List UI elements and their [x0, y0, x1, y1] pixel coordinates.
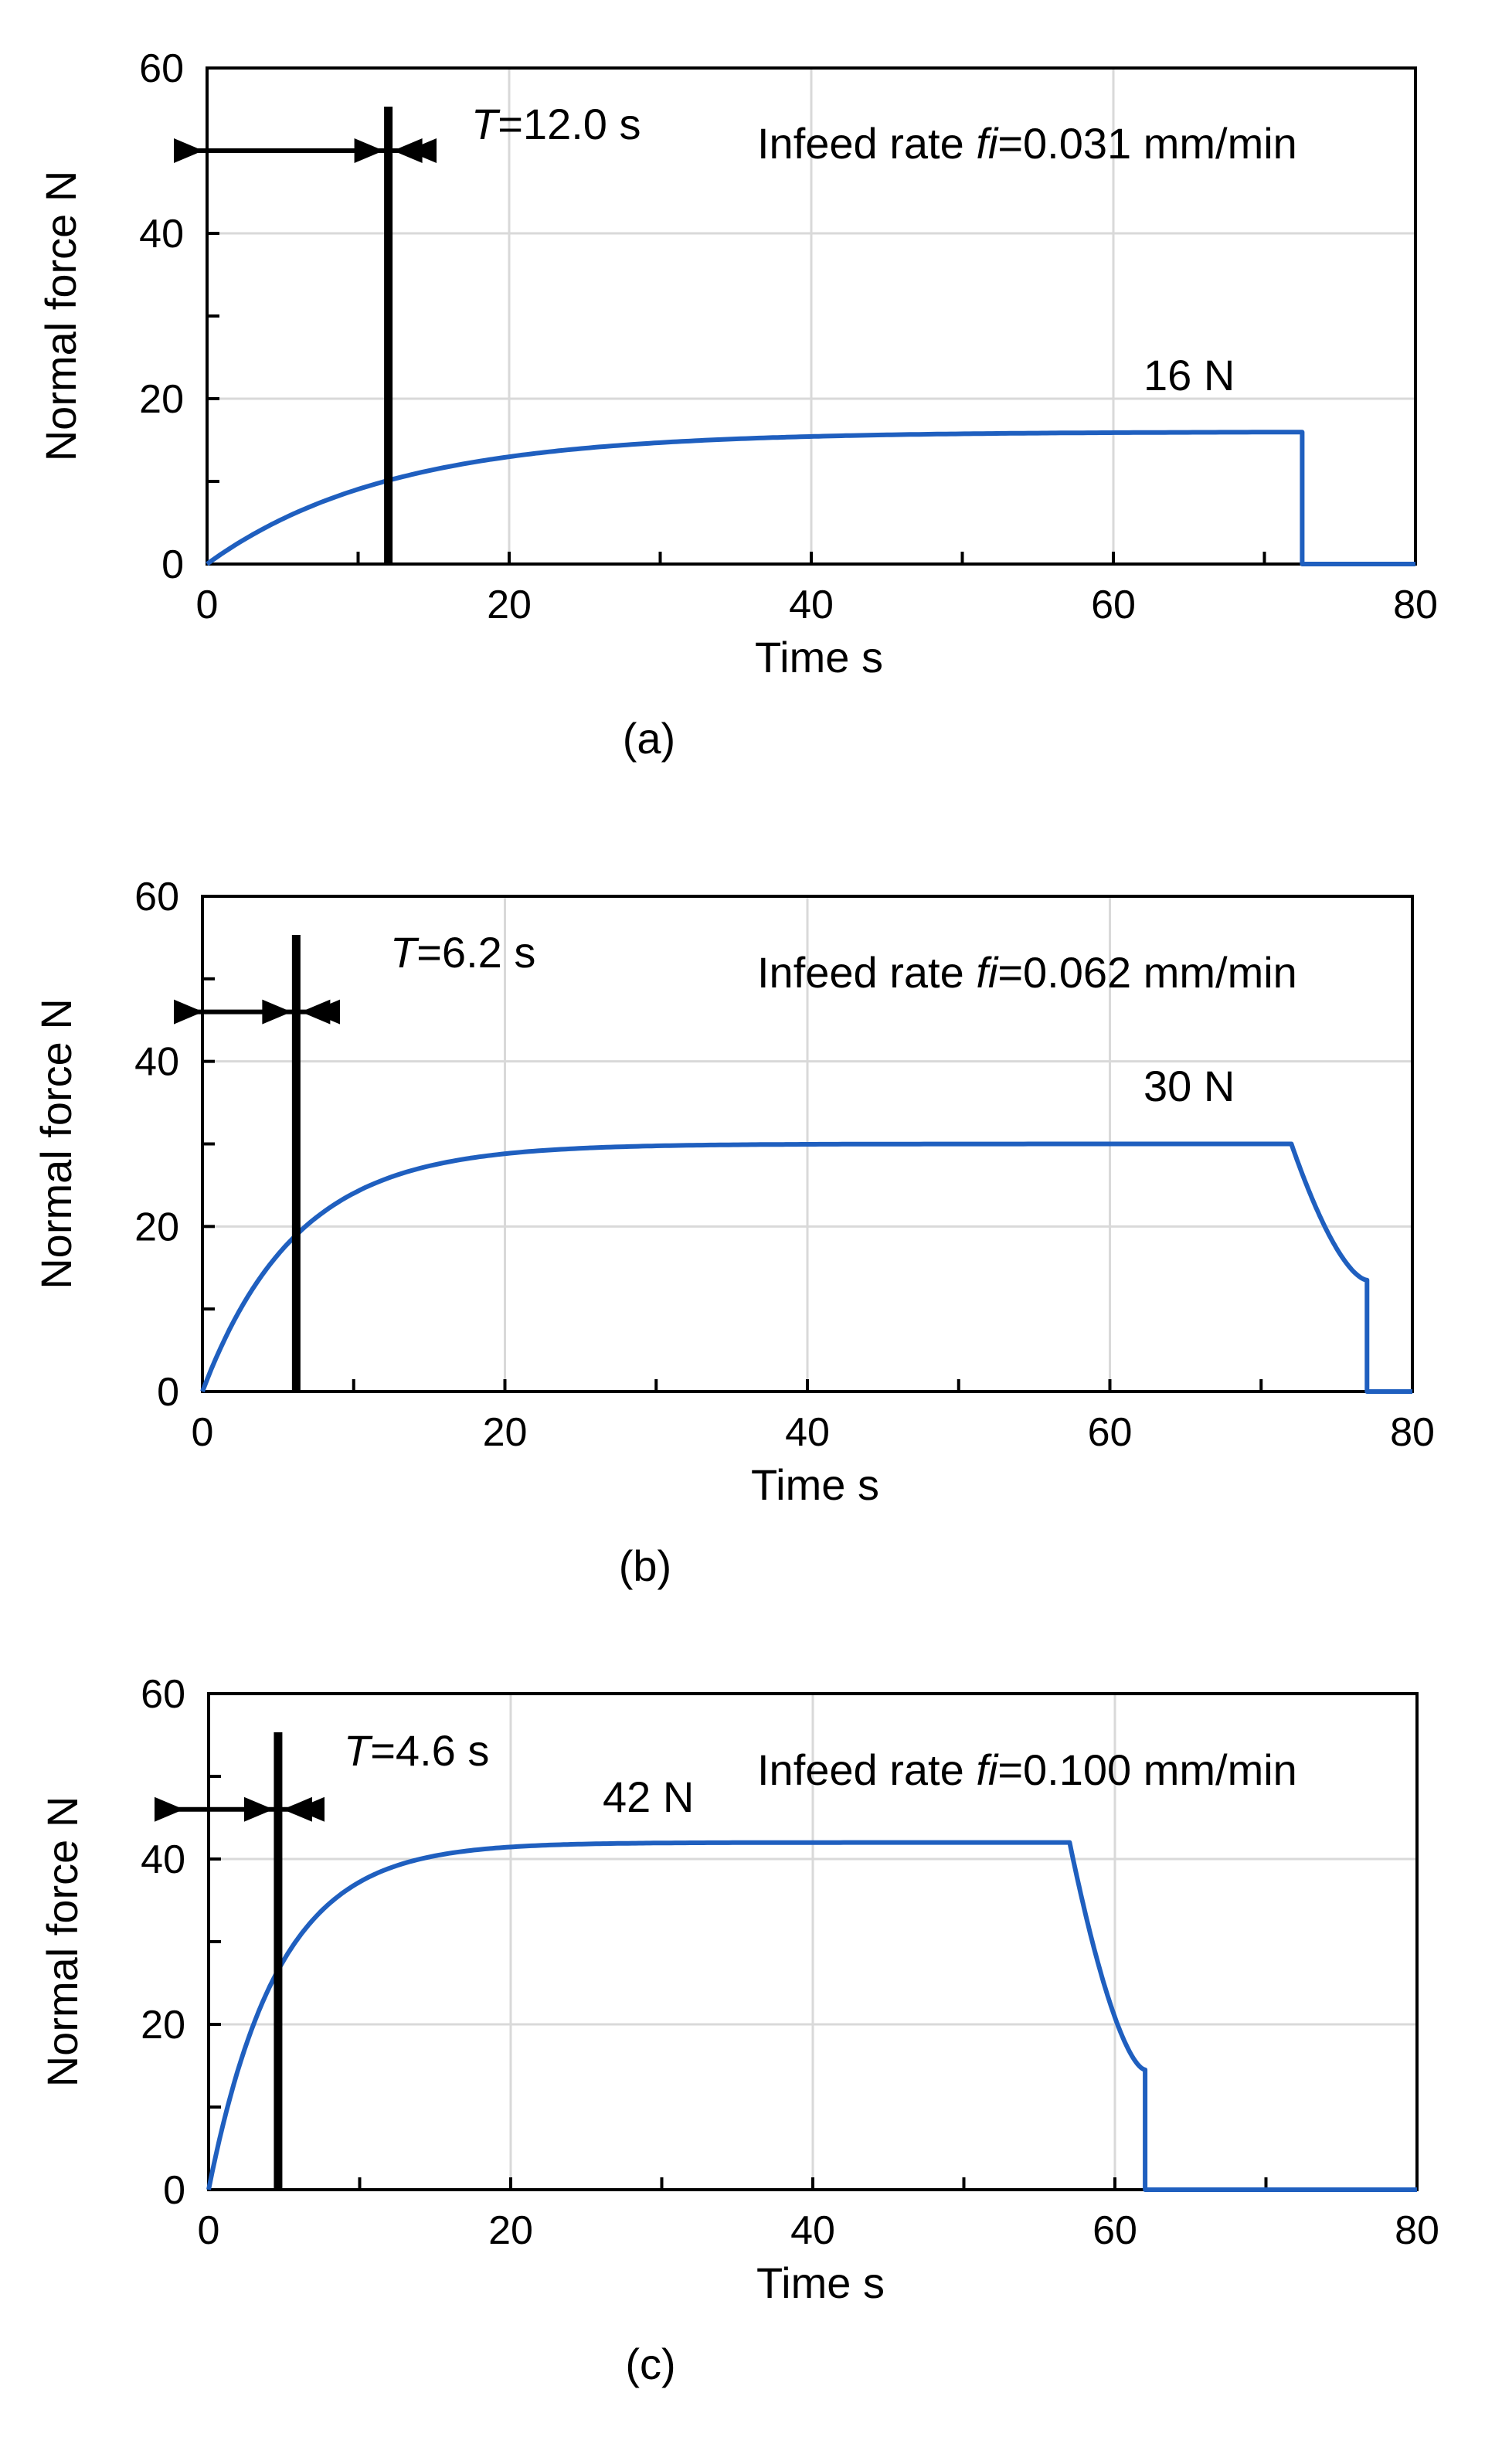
y-tick-label: 0 — [157, 1370, 179, 1415]
arrowhead-right-icon — [354, 138, 384, 163]
infeed-rate-value: =0.062 mm/min — [997, 948, 1297, 997]
arrowhead-outer-right-icon — [407, 138, 437, 163]
x-tick-label: 0 — [196, 583, 219, 627]
x-tick-label: 60 — [1093, 2208, 1137, 2253]
x-tick-label: 20 — [483, 1410, 528, 1455]
steady-state-label: 30 N — [1143, 1062, 1235, 1110]
infeed-rate-symbol: fi — [976, 119, 999, 168]
arrowhead-outer-icon — [174, 999, 203, 1025]
infeed-rate-value: =0.100 mm/min — [997, 1745, 1297, 1794]
time-constant-symbol: T — [390, 928, 420, 977]
y-tick-label: 20 — [139, 377, 184, 422]
chart-panel-b: 0 20 40 60 80 0 20 40 60 Time s Normal force N (b) T… — [32, 875, 1435, 1590]
infeed-rate-symbol: fi — [976, 948, 999, 997]
y-axis-label: Normal force N — [38, 1796, 87, 2088]
time-constant-value: =6.2 s — [416, 928, 535, 977]
infeed-rate-prefix: Infeed rate — [757, 1745, 976, 1794]
x-tick-label: 40 — [790, 2208, 835, 2253]
arrowhead-right-icon — [243, 1796, 274, 1822]
y-tick-label: 0 — [163, 2168, 185, 2213]
x-tick-label: 0 — [192, 1410, 214, 1455]
x-tick-label: 20 — [487, 583, 532, 627]
steady-state-label: 16 N — [1143, 351, 1235, 399]
x-tick-label: 80 — [1395, 2208, 1439, 2253]
y-tick-label: 60 — [139, 46, 184, 91]
y-tick-label: 60 — [134, 875, 179, 919]
x-axis-label: Time s — [751, 1460, 879, 1509]
y-tick-label: 20 — [141, 2003, 185, 2048]
infeed-rate-symbol: fi — [976, 1745, 999, 1794]
infeed-rate-label: Infeed rate fi=0.031 mm/min — [757, 119, 1297, 168]
x-axis-label: Time s — [756, 2258, 885, 2307]
y-tick-label: 0 — [161, 542, 184, 587]
infeed-rate-prefix: Infeed rate — [757, 119, 976, 168]
y-tick-label: 40 — [139, 212, 184, 257]
y-tick-label: 40 — [134, 1040, 179, 1085]
x-tick-label: 80 — [1390, 1410, 1435, 1455]
infeed-rate-label: Infeed rate fi=0.062 mm/min — [757, 948, 1297, 997]
x-tick-label: 60 — [1088, 1410, 1133, 1455]
time-constant-value: =4.6 s — [370, 1726, 489, 1775]
time-constant-label: T=12.0 s — [471, 100, 641, 148]
infeed-rate-prefix: Infeed rate — [757, 948, 976, 997]
y-tick-label: 40 — [141, 1837, 185, 1882]
time-constant-label: T=4.6 s — [344, 1726, 489, 1775]
y-axis-label: Normal force N — [32, 998, 80, 1290]
x-tick-label: 0 — [198, 2208, 220, 2253]
infeed-rate-value: =0.031 mm/min — [997, 119, 1297, 168]
y-tick-label: 20 — [134, 1205, 179, 1249]
time-constant-label: T=6.2 s — [390, 928, 535, 977]
panel-caption: (a) — [623, 714, 675, 763]
series-line-normal-force — [200, 1141, 1412, 1394]
arrowhead-outer-right-icon — [311, 999, 340, 1025]
y-tick-label: 60 — [141, 1672, 185, 1717]
arrowhead-outer-icon — [174, 138, 203, 163]
chart-panel-a: 0 20 40 60 80 0 20 40 60 Time s Normal force N (a) T… — [36, 46, 1438, 763]
series-line-normal-force — [206, 1840, 1417, 2192]
chart-panel-c: 0 20 40 60 80 0 20 40 60 Time s Normal force N (c) T… — [38, 1672, 1439, 2388]
panel-caption: (c) — [625, 2340, 675, 2388]
arrowhead-outer-right-icon — [295, 1796, 325, 1822]
x-tick-label: 40 — [785, 1410, 830, 1455]
time-constant-symbol: T — [344, 1726, 373, 1775]
arrowhead-outer-icon — [155, 1796, 184, 1822]
x-axis-label: Time s — [755, 633, 883, 681]
x-tick-label: 40 — [789, 583, 834, 627]
x-tick-label: 80 — [1393, 583, 1438, 627]
arrowhead-right-icon — [262, 999, 292, 1025]
panel-caption: (b) — [619, 1541, 671, 1590]
time-constant-symbol: T — [471, 100, 501, 148]
time-constant-value: =12.0 s — [498, 100, 641, 148]
x-tick-label: 60 — [1091, 583, 1136, 627]
steady-state-label: 42 N — [603, 1772, 694, 1821]
infeed-rate-label: Infeed rate fi=0.100 mm/min — [757, 1745, 1297, 1794]
y-axis-label: Normal force N — [36, 171, 85, 462]
x-tick-label: 20 — [488, 2208, 533, 2253]
